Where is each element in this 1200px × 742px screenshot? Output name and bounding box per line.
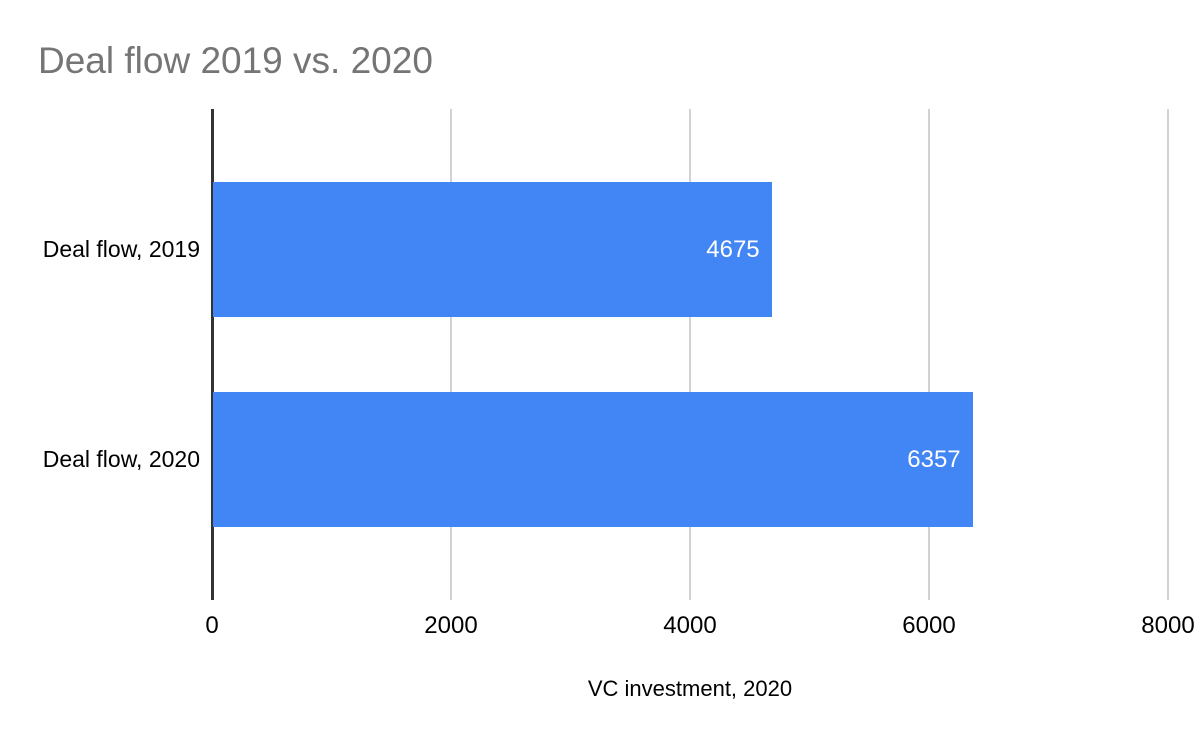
y-axis-line	[211, 109, 214, 600]
chart-title: Deal flow 2019 vs. 2020	[38, 40, 433, 81]
x-tick-label-2000: 2000	[424, 612, 478, 639]
x-tick-label-8000: 8000	[1141, 612, 1195, 639]
bar-value-label: 4675	[706, 236, 760, 263]
gridline-8000	[1167, 109, 1169, 600]
gridline-4000	[689, 109, 691, 600]
x-tick-label-6000: 6000	[902, 612, 956, 639]
bar-deal-flow-2019: 4675	[213, 182, 772, 317]
x-tick-label-0: 0	[205, 612, 219, 639]
category-label-2019: Deal flow, 2019	[42, 235, 200, 262]
bar-deal-flow-2020: 6357	[213, 392, 973, 527]
bar-value-label: 6357	[907, 446, 961, 473]
gridline-2000	[450, 109, 452, 600]
x-axis-title: VC investment, 2020	[587, 676, 793, 701]
x-tick-label-4000: 4000	[663, 612, 717, 639]
gridline-6000	[928, 109, 930, 600]
plot-area: 4675 6357	[211, 109, 1169, 600]
category-label-2020: Deal flow, 2020	[42, 445, 200, 472]
